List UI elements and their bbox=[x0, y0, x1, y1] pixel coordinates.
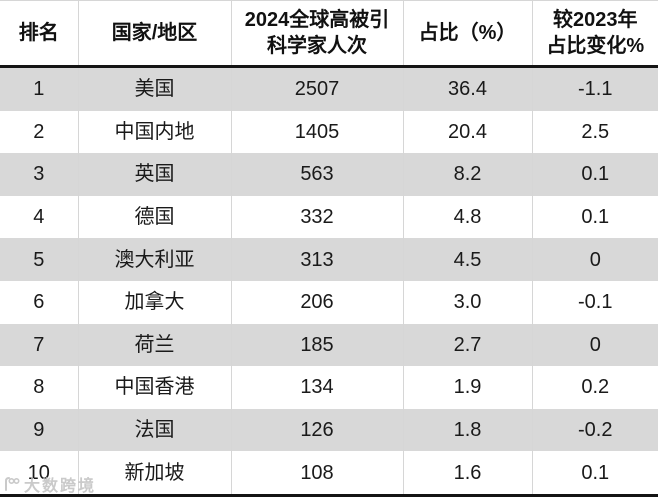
table-row: 7 荷兰 185 2.7 0 bbox=[0, 323, 658, 367]
table-cell: 加拿大 bbox=[78, 280, 232, 324]
table-cell: 2507 bbox=[231, 66, 404, 111]
table-cell: 126 bbox=[231, 408, 404, 452]
table-cell: 美国 bbox=[78, 66, 232, 111]
table-cell: 332 bbox=[231, 195, 404, 239]
table-row: 9 法国 126 1.8 -0.2 bbox=[0, 408, 658, 452]
table-cell: 185 bbox=[231, 323, 404, 367]
table-row: 6 加拿大 206 3.0 -0.1 bbox=[0, 280, 658, 324]
table-cell: 荷兰 bbox=[78, 323, 232, 367]
table-cell: 1.9 bbox=[403, 366, 533, 409]
table-row: 8 中国香港 134 1.9 0.2 bbox=[0, 366, 658, 409]
table-cell: -0.2 bbox=[532, 408, 658, 452]
table-row: 5 澳大利亚 313 4.5 0 bbox=[0, 238, 658, 281]
table-cell: 中国内地 bbox=[78, 110, 232, 154]
table-cell: 313 bbox=[231, 238, 404, 281]
table-cell: 4.8 bbox=[403, 195, 533, 239]
header-row: 排名 国家/地区 2024全球高被引 科学家人次 占比（%） 较2023年 占比变化% bbox=[0, 0, 658, 68]
table-cell: 1.6 bbox=[403, 451, 533, 496]
table-header: 排名 国家/地区 2024全球高被引 科学家人次 占比（%） 较2023年 占比变化% bbox=[0, 0, 658, 68]
table-cell: 20.4 bbox=[403, 110, 533, 154]
table-cell: -0.1 bbox=[532, 280, 658, 324]
table-cell: 新加坡 bbox=[78, 451, 232, 496]
table-cell: 法国 bbox=[78, 408, 232, 452]
table-cell: 7 bbox=[0, 323, 79, 367]
table-cell: 4 bbox=[0, 195, 79, 239]
column-header-2: 国家/地区 bbox=[78, 0, 232, 68]
column-header-3: 2024全球高被引 科学家人次 bbox=[231, 0, 404, 68]
table-cell: 2 bbox=[0, 110, 79, 154]
table-cell: 德国 bbox=[78, 195, 232, 239]
table-cell: -1.1 bbox=[532, 66, 658, 111]
column-header-5: 较2023年 占比变化% bbox=[532, 0, 658, 68]
table-cell: 5 bbox=[0, 238, 79, 281]
table-cell: 206 bbox=[231, 280, 404, 324]
table-cell: 3 bbox=[0, 153, 79, 196]
table-cell: 36.4 bbox=[403, 66, 533, 111]
table-body: 1 美国 2507 36.4 -1.1 2 中国内地 1405 20.4 2.5 3 英国 563 8.2… bbox=[0, 66, 658, 496]
table-cell: 2.5 bbox=[532, 110, 658, 154]
column-header-1: 排名 bbox=[0, 0, 79, 68]
table-cell: 3.0 bbox=[403, 280, 533, 324]
table-row: 10 新加坡 108 1.6 0.1 bbox=[0, 451, 658, 496]
table-cell: 0 bbox=[532, 323, 658, 367]
table-cell: 8 bbox=[0, 366, 79, 409]
table-cell: 1405 bbox=[231, 110, 404, 154]
table-cell: 9 bbox=[0, 408, 79, 452]
table-cell: 英国 bbox=[78, 153, 232, 196]
table-cell: 134 bbox=[231, 366, 404, 409]
table-cell: 0.1 bbox=[532, 195, 658, 239]
table-cell: 10 bbox=[0, 451, 79, 496]
table-cell: 0 bbox=[532, 238, 658, 281]
table-cell: 108 bbox=[231, 451, 404, 496]
table-cell: 8.2 bbox=[403, 153, 533, 196]
table-cell: 0.1 bbox=[532, 451, 658, 496]
table-row: 1 美国 2507 36.4 -1.1 bbox=[0, 66, 658, 111]
table-cell: 563 bbox=[231, 153, 404, 196]
table-cell: 中国香港 bbox=[78, 366, 232, 409]
table-cell: 1.8 bbox=[403, 408, 533, 452]
table-cell: 4.5 bbox=[403, 238, 533, 281]
table-cell: 1 bbox=[0, 66, 79, 111]
column-header-4: 占比（%） bbox=[403, 0, 533, 68]
table-cell: 2.7 bbox=[403, 323, 533, 367]
table-row: 3 英国 563 8.2 0.1 bbox=[0, 153, 658, 196]
table-row: 2 中国内地 1405 20.4 2.5 bbox=[0, 110, 658, 154]
table-cell: 6 bbox=[0, 280, 79, 324]
table-cell: 澳大利亚 bbox=[78, 238, 232, 281]
table-cell: 0.2 bbox=[532, 366, 658, 409]
table-row: 4 德国 332 4.8 0.1 bbox=[0, 195, 658, 239]
table-cell: 0.1 bbox=[532, 153, 658, 196]
